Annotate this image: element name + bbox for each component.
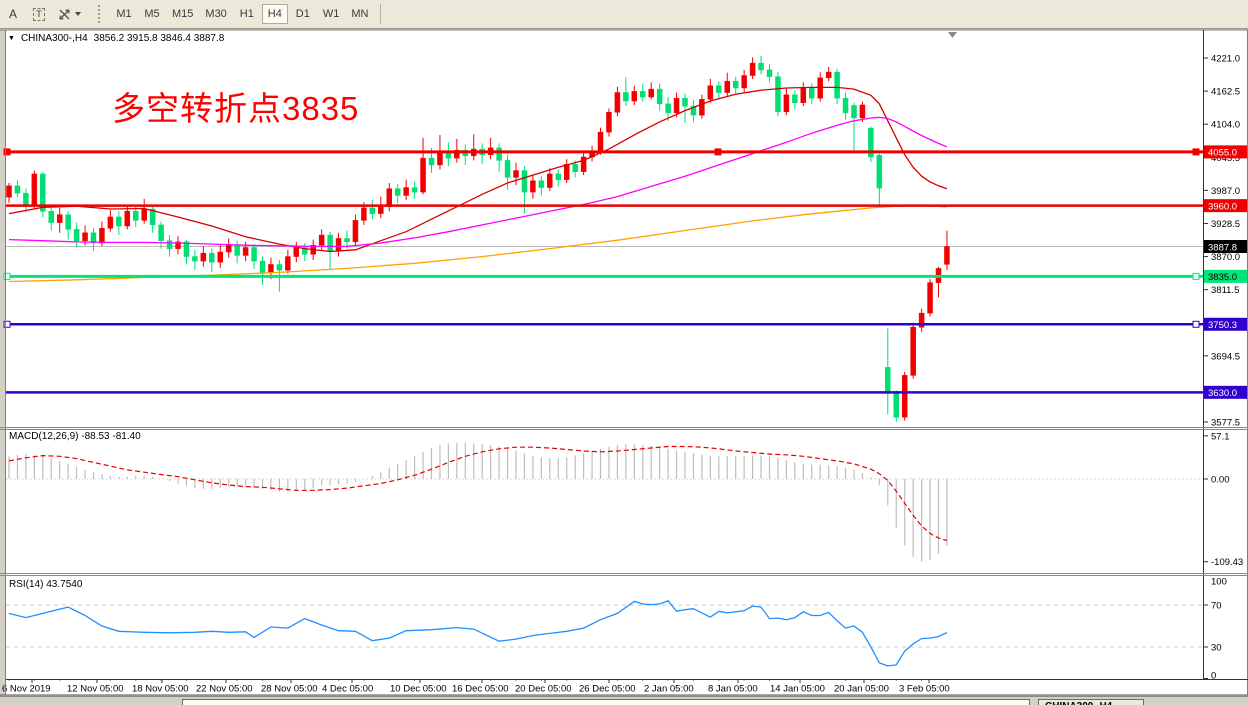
tab-strip-panel (182, 699, 1030, 705)
timeframe-m15-button[interactable]: M15 (167, 4, 198, 24)
current-price-badge: 3887.8 (1204, 239, 1247, 253)
main-price-panel[interactable] (3, 55, 1203, 423)
timeframe-h1-button[interactable]: H1 (234, 4, 260, 24)
time-axis-label: 28 Nov 05:00 (261, 684, 318, 695)
chart-shift-marker (948, 32, 957, 38)
price-tick-label: 3577.5 (1211, 418, 1240, 429)
symbol-ohlc: 3856.2 3915.8 3846.4 3887.8 (93, 33, 225, 44)
price-badge-3750.3: 3750.3 (1204, 317, 1247, 331)
time-axis-label: 16 Dec 05:00 (452, 684, 509, 695)
time-axis-label: 2 Jan 05:00 (644, 684, 694, 695)
time-axis-label: 18 Nov 05:00 (132, 684, 189, 695)
macd-indicator-label: MACD(12,26,9) -88.53 -81.40 (9, 431, 141, 442)
macd-tick-label: -109.43 (1211, 557, 1243, 568)
svg-text:3835.0: 3835.0 (1208, 272, 1237, 283)
line-handle[interactable] (3, 320, 11, 328)
chart-annotation-text[interactable]: 多空转折点3835 (112, 90, 360, 127)
svg-text:3887.8: 3887.8 (1208, 242, 1237, 253)
text-label-icon: T (33, 7, 45, 21)
line-handle[interactable] (714, 148, 722, 156)
candlesticks (6, 55, 950, 423)
price-tick-label: 3870.0 (1211, 252, 1240, 263)
price-tick-label: 4162.5 (1211, 87, 1240, 98)
time-axis-label: 20 Dec 05:00 (515, 684, 572, 695)
price-badge-3835.0: 3835.0 (1204, 269, 1247, 283)
chart-area[interactable]: 4221.04162.54104.04045.53987.03928.53870… (0, 29, 1248, 696)
timeframe-d1-button[interactable]: D1 (290, 4, 316, 24)
price-badge-3960.0: 3960.0 (1204, 199, 1247, 212)
time-axis-label: 22 Nov 05:00 (196, 684, 253, 695)
rsi-tick-label: 30 (1211, 643, 1222, 654)
rsi-line (8, 600, 948, 667)
line-handle[interactable] (3, 272, 11, 280)
ma-red (8, 86, 948, 253)
rsi-tick-label: 100 (1211, 577, 1227, 588)
price-badge-4055.0: 4055.0 (1204, 145, 1247, 159)
crossed-arrows-icon (59, 8, 70, 20)
symbol-name: CHINA300-,H4 (20, 33, 88, 44)
price-badge-3630.0: 3630.0 (1204, 385, 1247, 399)
timeframe-h4-button[interactable]: H4 (261, 4, 288, 24)
line-handle[interactable] (1192, 320, 1200, 328)
symbol-dropdown-icon[interactable]: ▼ (8, 34, 15, 42)
toolbar-grip[interactable] (98, 5, 103, 23)
timeframe-mn-button[interactable]: MN (346, 4, 373, 24)
price-tick-label: 3811.5 (1211, 285, 1239, 296)
hline-3750.3[interactable] (3, 320, 1203, 328)
price-tick-label: 3928.5 (1211, 219, 1240, 230)
timeframe-m1-button[interactable]: M1 (111, 4, 137, 24)
price-tick-label: 4221.0 (1211, 54, 1240, 65)
price-scale[interactable]: 4221.04162.54104.04045.53987.03928.53870… (1204, 54, 1247, 682)
chart-canvas[interactable]: 4221.04162.54104.04045.53987.03928.53870… (0, 29, 1248, 696)
svg-text:3750.3: 3750.3 (1208, 320, 1237, 331)
text-label-tool-button[interactable]: T (27, 3, 51, 25)
price-tick-label: 4104.0 (1211, 120, 1240, 131)
macd-panel[interactable] (6, 442, 1203, 562)
rsi-indicator-label: RSI(14) 43.7540 (9, 579, 83, 590)
time-axis-label: 4 Dec 05:00 (322, 684, 373, 695)
symbol-header: ▼ CHINA300-,H4 3856.2 3915.8 3846.4 3887… (8, 33, 224, 44)
draw-arrows-tool-button[interactable] (53, 3, 85, 25)
timeframe-w1-button[interactable]: W1 (318, 4, 345, 24)
chart-tab-china300[interactable]: CHINA300-,H4 (1038, 699, 1144, 705)
svg-text:4055.0: 4055.0 (1208, 148, 1237, 159)
chart-tab-strip: CHINA300-,H4 (0, 696, 1248, 705)
time-axis-label: 6 Nov 2019 (2, 684, 51, 695)
timeframe-m30-button[interactable]: M30 (200, 4, 231, 24)
timeframe-m5-button[interactable]: M5 (139, 4, 165, 24)
top-toolbar: A T M1 M5 M15 M30 H1 H4 D1 W1 MN (0, 0, 1248, 29)
hline-4055.0[interactable] (3, 148, 1203, 156)
time-axis-label: 3 Feb 05:00 (899, 684, 950, 695)
time-axis-label: 14 Jan 05:00 (770, 684, 825, 695)
rsi-tick-label: 70 (1211, 601, 1222, 612)
macd-tick-label: 0.00 (1211, 475, 1230, 486)
time-scale[interactable]: 6 Nov 2019 12 Nov 05:00 18 Nov 05:00 22 Nov… (2, 679, 950, 695)
line-handle[interactable] (1192, 272, 1200, 280)
macd-signal-line (8, 445, 948, 542)
time-axis-label: 10 Dec 05:00 (390, 684, 447, 695)
price-tick-label: 3987.0 (1211, 186, 1240, 197)
text-tool-a-button[interactable]: A (1, 3, 25, 25)
time-axis-label: 12 Nov 05:00 (67, 684, 124, 695)
svg-text:3960.0: 3960.0 (1208, 201, 1237, 212)
ma-magenta (8, 116, 948, 248)
line-handle[interactable] (1192, 148, 1200, 156)
toolbar-separator (380, 4, 382, 24)
time-axis-label: 20 Jan 05:00 (834, 684, 889, 695)
hline-3835.0[interactable] (3, 272, 1203, 280)
dropdown-caret-icon (75, 12, 81, 16)
svg-text:3630.0: 3630.0 (1208, 388, 1237, 399)
macd-tick-label: 57.1 (1211, 431, 1230, 442)
rsi-panel[interactable] (6, 600, 1203, 667)
rsi-tick-label: 0 (1211, 671, 1216, 682)
time-axis-label: 26 Dec 05:00 (579, 684, 636, 695)
time-axis-label: 8 Jan 05:00 (708, 684, 758, 695)
line-handle[interactable] (3, 148, 11, 156)
price-tick-label: 3694.5 (1211, 351, 1240, 362)
